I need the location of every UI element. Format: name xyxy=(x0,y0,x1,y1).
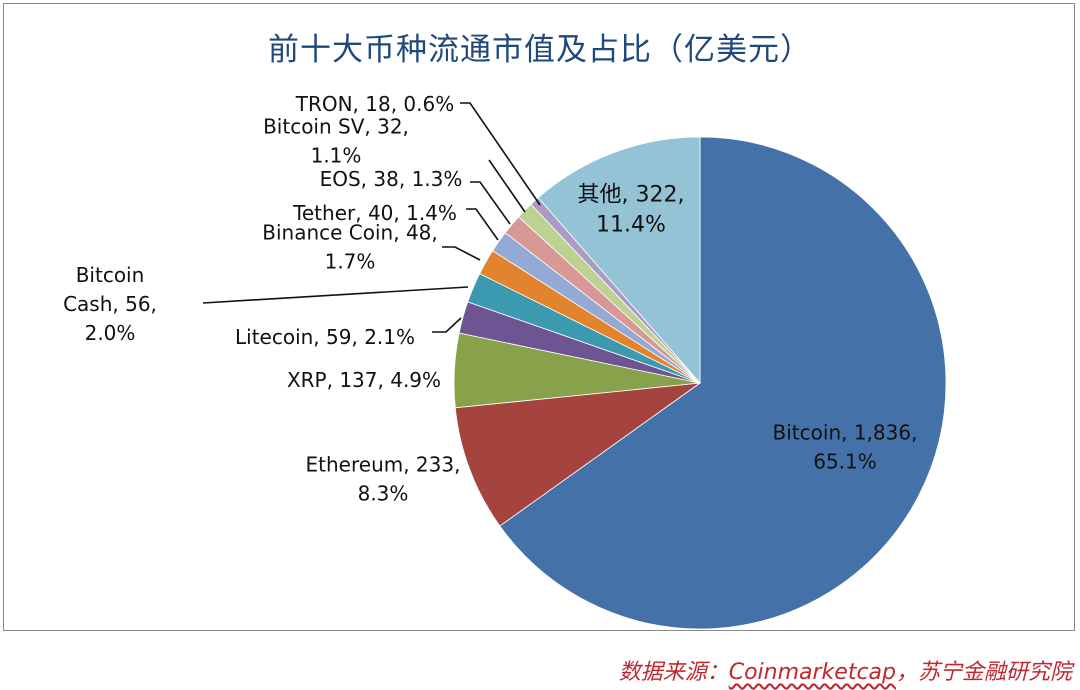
leader-line-bitcoin-sv xyxy=(488,159,526,213)
slice-label-litecoin: Litecoin, 59, 2.1% xyxy=(235,325,415,349)
pie-slice-bitcoin xyxy=(499,136,947,630)
source-prefix: 数据来源： xyxy=(618,660,729,685)
pie-slice-other xyxy=(537,136,701,385)
leader-line-litecoin xyxy=(432,317,462,333)
slice-labels: Bitcoin, 1,836, 65.1% Ethereum, 233, 8.3% XR… xyxy=(63,92,917,506)
slice-label-xrp: XRP, 137, 4.9% xyxy=(287,368,441,392)
leader-lines xyxy=(202,102,541,333)
leader-line-bitcoin-cash xyxy=(202,286,469,304)
chart-title: 前十大币种流通市值及占比（亿美元） xyxy=(268,32,812,68)
leader-line-eos xyxy=(470,181,511,225)
slice-label-tether: Tether, 40, 1.4% xyxy=(292,201,457,225)
slice-label-tron: TRON, 18, 0.6% xyxy=(295,92,455,116)
leader-line-tron xyxy=(460,102,541,206)
slice-label-bitcoin: Bitcoin, 1,836, 65.1% xyxy=(773,421,918,474)
source-suffix: ，苏宁金融研究院 xyxy=(895,660,1072,685)
source-name: Coinmarketcap xyxy=(728,660,896,685)
slice-label-ethereum: Ethereum, 233, 8.3% xyxy=(306,453,461,506)
pie-slice-ethereum xyxy=(454,382,702,527)
slice-label-other: 其他, 322, 11.4% xyxy=(578,183,685,238)
slice-label-eos: EOS, 38, 1.3% xyxy=(320,167,463,191)
slice-label-bitcoin-cash: Bitcoin Cash, 56, 2.0% xyxy=(63,263,157,345)
slice-label-binance-coin: Binance Coin, 48, 1.7% xyxy=(262,221,438,274)
leader-line-tether xyxy=(466,208,499,241)
slice-label-bitcoin-sv: Bitcoin SV, 32, 1.1% xyxy=(263,115,409,168)
pie-slices xyxy=(453,136,947,630)
source-note: 数据来源：Coinmarketcap，苏宁金融研究院 xyxy=(619,654,1072,686)
leader-line-binance-coin xyxy=(442,246,481,261)
